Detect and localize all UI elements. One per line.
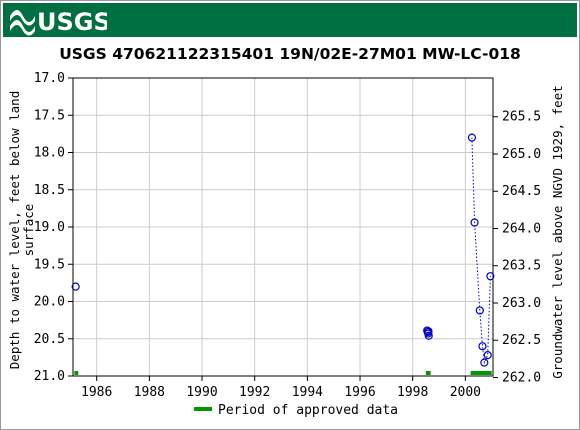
y-left-tick-label: 18.0 <box>34 146 65 161</box>
y-axis-left-label-line1: Depth to water level, feet below land <box>7 91 22 369</box>
y-right-tick-label: 263.0 <box>502 296 541 311</box>
data-point <box>71 282 80 291</box>
data-point <box>424 331 433 340</box>
x-tick-label: 1994 <box>292 385 323 400</box>
legend-label: Period of approved data <box>218 403 398 418</box>
y-right-tick-label: 264.0 <box>502 221 541 236</box>
y-right-tick-label: 264.5 <box>502 184 541 199</box>
grid <box>73 77 493 377</box>
x-tick-label: 2000 <box>450 385 481 400</box>
y-left-tick-label: 21.0 <box>34 369 65 384</box>
y-left-tick-label: 19.0 <box>34 220 65 235</box>
svg-text:USGS: USGS <box>37 8 107 36</box>
y-right-tick-label: 262.0 <box>502 370 541 385</box>
data-point <box>478 342 487 351</box>
usgs-banner: USGS <box>3 3 577 37</box>
y-right-tick-label: 265.0 <box>502 147 541 162</box>
y-left-tick-label: 18.5 <box>34 183 65 198</box>
x-axis: 1986 1988 1990 1992 1994 1996 1998 2000 <box>81 376 481 400</box>
series-connector <box>471 137 491 365</box>
data-point <box>475 306 484 315</box>
x-tick-label: 1996 <box>344 385 375 400</box>
y-axis-left-label-line2: surface <box>21 204 36 257</box>
data-point <box>480 358 489 367</box>
y-right-tick-label: 263.5 <box>502 259 541 274</box>
usgs-logo: USGS <box>10 8 107 36</box>
x-tick-label: 1998 <box>397 385 428 400</box>
data-point <box>486 272 495 281</box>
data-point <box>470 218 479 227</box>
y-left-tick-label: 20.0 <box>34 295 65 310</box>
legend: Period of approved data <box>194 403 398 418</box>
y-axis-right-label: Groundwater level above NGVD 1929, feet <box>550 85 565 379</box>
data-point <box>483 351 492 360</box>
chart-title: USGS 470621122315401 19N/02E-27M01 MW-LC… <box>59 45 521 63</box>
x-tick-label: 1992 <box>239 385 270 400</box>
data-series <box>71 133 495 367</box>
y-right-tick-label: 262.5 <box>502 333 541 348</box>
data-point <box>467 133 477 142</box>
y-left-tick-label: 17.5 <box>34 108 65 123</box>
y-axis-left: 17.0 17.5 18.0 18.5 19.0 19.5 20.0 20.5 21.0 <box>34 71 73 384</box>
y-left-tick-label: 17.0 <box>34 71 65 86</box>
x-tick-label: 1990 <box>186 385 217 400</box>
x-tick-label: 1986 <box>81 385 112 400</box>
y-left-tick-label: 19.5 <box>34 257 65 272</box>
y-right-tick-label: 265.5 <box>502 110 541 125</box>
y-axis-right: 265.5 265.0 264.5 264.0 263.5 263.0 262.5 262.0 <box>493 110 541 385</box>
data-point <box>424 327 433 336</box>
x-tick-label: 1988 <box>134 385 165 400</box>
y-left-tick-label: 20.5 <box>34 332 65 347</box>
